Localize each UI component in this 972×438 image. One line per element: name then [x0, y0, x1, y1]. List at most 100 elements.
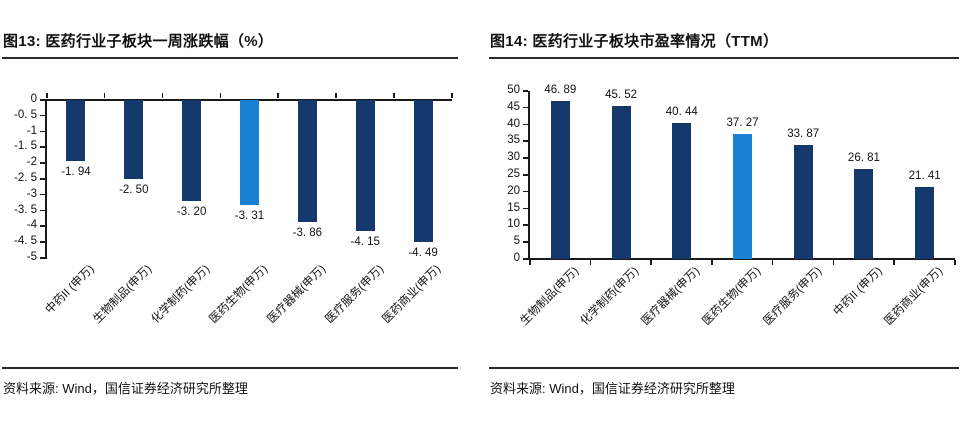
y-axis-tick [523, 140, 528, 142]
y-axis-tick [523, 224, 528, 226]
y-axis-tick [40, 209, 45, 212]
bar-value-label: -4. 15 [350, 236, 380, 249]
y-axis-tick [523, 174, 528, 176]
y-axis-tick-label: -4 [26, 219, 37, 232]
bar-value-label: 45. 52 [605, 89, 638, 102]
bar [733, 133, 752, 259]
y-axis-tick [40, 257, 45, 259]
y-axis-tick-label: 40 [507, 117, 520, 130]
category-label: 医疗器械(申万) [639, 265, 703, 328]
y-axis-tick [40, 178, 45, 180]
bar [66, 100, 86, 162]
figure-14-bar-chart: 50 45 40 35 30 25 20 15 10 5 0 46. 89 生物制品(申万) 45. 52… [489, 59, 959, 367]
bar [672, 123, 692, 259]
x-axis-tick [954, 260, 956, 265]
category-label: 医疗服务(申万) [323, 263, 386, 326]
bar-value-label: 33. 87 [787, 128, 820, 141]
y-axis-tick-label: -4. 5 [13, 235, 37, 248]
bar-value-label: 46. 89 [544, 84, 577, 97]
y-axis-line [528, 91, 530, 260]
category-label: 中药II (申万) [831, 265, 885, 319]
bar [611, 106, 631, 259]
category-label: 医药商业(申万) [882, 265, 946, 328]
y-axis-tick-label: -2. 5 [13, 172, 37, 184]
y-axis-tick-label: -1. 5 [13, 140, 37, 153]
bar [182, 100, 202, 202]
category-label: 医药生物(申万) [207, 263, 270, 326]
category-label: 生物制品(申万) [91, 263, 155, 326]
bar [793, 145, 813, 259]
bar [240, 100, 259, 205]
figure-14-source-note: 资料来源: Wind，国信证券经济研究所整理 [489, 367, 959, 397]
y-axis-tick-label: 10 [507, 218, 520, 231]
y-axis-tick [523, 106, 528, 109]
y-axis-tick-label: 20 [507, 184, 520, 197]
y-axis-tick [40, 162, 45, 164]
category-label: 化学制药(申万) [578, 265, 642, 328]
category-label: 医药生物(申万) [700, 265, 763, 328]
bar-value-label: 26. 81 [847, 151, 880, 164]
category-label: 化学制药(申万) [149, 263, 213, 326]
y-axis-tick-label: 30 [507, 151, 520, 164]
y-axis-tick [523, 190, 528, 193]
y-axis-tick-label: 0 [30, 93, 37, 105]
x-axis-line [528, 258, 955, 260]
x-axis-tick [650, 260, 652, 265]
y-axis-tick [40, 130, 45, 133]
figure-14-title: 图14: 医药行业子板块市盈率情况（TTM） [489, 0, 959, 59]
y-axis-tick [40, 99, 45, 101]
figure-13-source-note: 资料来源: Wind，国信证券经济研究所整理 [2, 367, 458, 397]
y-axis-tick [40, 241, 45, 243]
x-axis-tick [451, 93, 453, 98]
x-axis-tick [711, 260, 713, 265]
bar [550, 101, 570, 259]
figure-panel-13: 图13: 医药行业子板块一周涨跌幅（%） 0 -0. 5 -1 -1. 5 -2 -2. … [2, 0, 458, 397]
x-axis-tick [161, 93, 164, 98]
bar-value-label: -3. 20 [176, 206, 207, 219]
y-axis-tick-label: -0. 5 [13, 108, 37, 121]
y-axis-tick-label: 25 [507, 168, 520, 180]
bar-value-label: -1. 94 [61, 166, 91, 179]
bar [854, 168, 874, 259]
y-axis-tick-label: 0 [513, 252, 520, 264]
bar [413, 100, 433, 242]
bar [355, 100, 375, 232]
y-axis-tick-label: -2 [26, 156, 37, 169]
x-axis-tick [46, 93, 48, 98]
y-axis-tick-label: -1 [26, 124, 37, 137]
y-axis-tick-label: 35 [507, 134, 520, 147]
bar [124, 100, 144, 179]
y-axis-tick [523, 207, 528, 210]
category-label: 医药商业(申万) [380, 263, 444, 326]
figure-panel-14: 图14: 医药行业子板块市盈率情况（TTM） 50 45 40 35 30 25 20 15 1… [486, 0, 972, 438]
y-axis-tick [40, 193, 45, 196]
bar-value-label: 40. 44 [665, 106, 698, 119]
y-axis-tick [40, 225, 45, 227]
bar-value-label: -3. 31 [234, 209, 265, 222]
bar-value-label: -3. 86 [292, 226, 323, 239]
y-axis-tick-label: -3 [26, 187, 37, 200]
bar [297, 100, 317, 222]
y-axis-tick-label: 50 [507, 84, 520, 96]
y-axis-tick-label: -3. 5 [13, 203, 37, 216]
x-axis-tick [589, 260, 592, 265]
x-axis-tick [219, 93, 222, 98]
x-axis-tick [103, 93, 106, 98]
y-axis-tick [523, 157, 528, 159]
bar-value-label: -4. 49 [408, 246, 438, 259]
x-axis-tick [277, 93, 279, 98]
figure-13-bar-chart: 0 -0. 5 -1 -1. 5 -2 -2. 5 -3 -3. 5 -4 -4. 5 -5 -1. … [2, 59, 458, 367]
y-axis-line [45, 100, 47, 259]
x-axis-tick [893, 260, 895, 265]
category-label: 医疗服务(申万) [761, 265, 824, 328]
y-axis-tick [523, 90, 528, 92]
category-label: 中药II (申万) [43, 263, 97, 317]
category-label: 生物制品(申万) [518, 265, 581, 328]
y-axis-tick-label: 5 [513, 235, 520, 248]
y-axis-tick-label: -5 [26, 251, 37, 263]
category-label: 医疗器械(申万) [265, 263, 328, 326]
y-axis-tick-label: 15 [507, 201, 520, 214]
x-axis-tick [393, 93, 395, 98]
figure-13-title: 图13: 医药行业子板块一周涨跌幅（%） [2, 0, 458, 59]
y-axis-tick [40, 146, 45, 148]
